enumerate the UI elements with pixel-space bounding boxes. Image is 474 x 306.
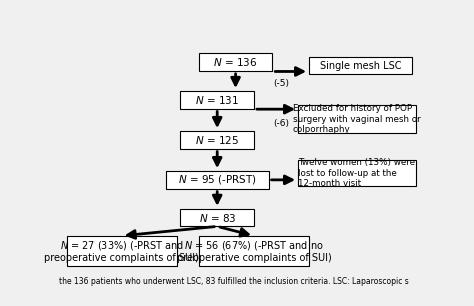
FancyBboxPatch shape [298,160,416,186]
Text: $\mathit{N}$ = 136: $\mathit{N}$ = 136 [213,56,258,68]
Text: $\mathit{N}$ = 83: $\mathit{N}$ = 83 [199,211,236,224]
Text: $\mathit{N}$ = 27 (33%) (-PRST and
preoperative complaints of SUI): $\mathit{N}$ = 27 (33%) (-PRST and preop… [45,239,199,263]
FancyBboxPatch shape [181,131,254,149]
Text: Twelve women (13%) were
lost to follow-up at the
12-month visit: Twelve women (13%) were lost to follow-u… [298,159,415,188]
Text: Excluded for history of POP
surgery with vaginal mesh or
colporrhaphy: Excluded for history of POP surgery with… [293,104,421,134]
Text: $\mathit{N}$ = 56 (67%) (-PRST and no
preoperative complaints of SUI): $\mathit{N}$ = 56 (67%) (-PRST and no pr… [177,239,331,263]
Text: $\mathit{N}$ = 95 (-PRST): $\mathit{N}$ = 95 (-PRST) [178,174,256,186]
FancyBboxPatch shape [181,91,254,109]
FancyBboxPatch shape [66,236,177,267]
FancyBboxPatch shape [199,53,272,71]
FancyBboxPatch shape [309,57,412,74]
FancyBboxPatch shape [166,171,269,189]
FancyBboxPatch shape [298,105,416,133]
Text: $\mathit{N}$ = 125: $\mathit{N}$ = 125 [195,134,239,146]
Text: (-6): (-6) [273,119,290,129]
Text: (-5): (-5) [273,79,290,88]
Text: the 136 patients who underwent LSC, 83 fulfilled the inclusion criteria. LSC: La: the 136 patients who underwent LSC, 83 f… [59,277,409,286]
FancyBboxPatch shape [181,209,254,226]
Text: Single mesh LSC: Single mesh LSC [320,61,401,71]
Text: $\mathit{N}$ = 131: $\mathit{N}$ = 131 [195,94,239,106]
FancyBboxPatch shape [199,236,309,267]
